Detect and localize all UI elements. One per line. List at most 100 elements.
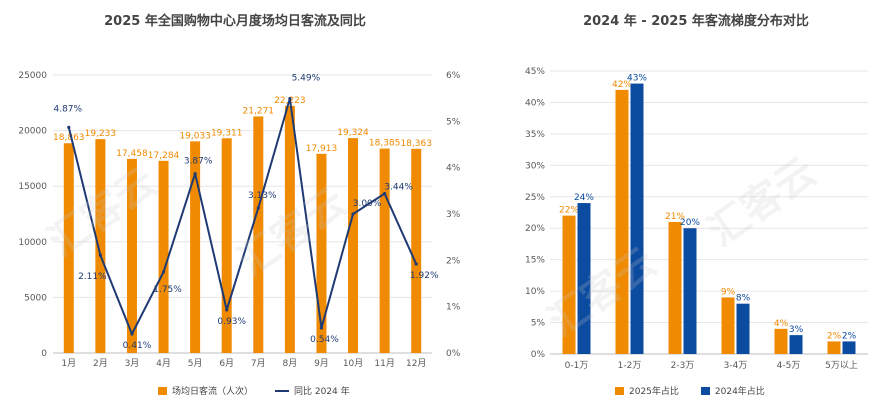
- bar-label-2024: 43%: [627, 74, 647, 84]
- x-tick: 8月: [283, 358, 298, 369]
- x-tick: 5万以上: [825, 360, 858, 371]
- y-tick: 0%: [531, 350, 546, 360]
- yoy-line: [67, 97, 418, 336]
- bar-label: 18,363: [400, 139, 432, 149]
- yoy-point: [288, 97, 292, 101]
- y-tick: 20%: [525, 224, 545, 234]
- bar-label: 17,458: [116, 149, 148, 159]
- bar: [316, 153, 327, 353]
- bar-label-2025: 2%: [827, 331, 842, 341]
- bar-label: 19,311: [211, 128, 243, 138]
- x-tick: 10月: [343, 358, 363, 369]
- bar-label: 18,863: [53, 133, 85, 143]
- right-chart: 2024 年 - 2025 年客流梯度分布对比 0% 5% 10% 15% 20% 25%…: [500, 0, 892, 415]
- bar: [95, 139, 106, 353]
- x-tick: 3-4万: [724, 361, 748, 371]
- x-tick: 12月: [406, 358, 426, 369]
- bar: [158, 160, 169, 353]
- y-tick-right: 1%: [446, 303, 461, 313]
- yoy-point: [98, 253, 102, 257]
- bar: [126, 158, 137, 353]
- yoy-point: [414, 262, 418, 266]
- x-tick: 7月: [251, 358, 266, 369]
- bar-label: 19,324: [337, 128, 369, 138]
- bar: [348, 138, 359, 353]
- x-tick: 11月: [374, 358, 394, 369]
- right-chart-title: 2024 年 - 2025 年客流梯度分布对比: [583, 14, 809, 29]
- bar: [63, 143, 74, 353]
- bar: [253, 116, 264, 353]
- legend-swatch-2024: [700, 386, 710, 395]
- yoy-label: 3.44%: [384, 183, 413, 193]
- x-tick: 2-3万: [671, 361, 695, 371]
- left-chart-title: 2025 年全国购物中心月度场均日客流及同比: [104, 14, 366, 29]
- x-tick: 4-5万: [777, 361, 801, 371]
- bar-label: 17,284: [148, 151, 180, 161]
- bar-2024: [630, 83, 644, 355]
- left-chart: 2025 年全国购物中心月度场均日客流及同比 0 5000 10000 15000 20…: [18, 14, 461, 397]
- y-tick-left: 25000: [18, 71, 47, 81]
- bar-label-2025: 42%: [612, 80, 632, 90]
- yoy-point: [193, 172, 197, 176]
- bar-label-2025: 4%: [774, 319, 789, 329]
- legend-swatch-traffic: [158, 386, 167, 395]
- bar-2025: [615, 89, 629, 354]
- yoy-point: [256, 206, 260, 210]
- bar: [221, 138, 232, 353]
- y-tick: 5%: [531, 319, 546, 329]
- legend-item-traffic: 场均日客流（人次）: [158, 384, 253, 397]
- x-tick: 1月: [61, 358, 76, 369]
- yoy-label: 3.00%: [353, 199, 382, 209]
- y-tick-left: 20000: [18, 127, 47, 137]
- yoy-label: 0.54%: [310, 335, 339, 345]
- y-tick-right: 6%: [446, 71, 461, 81]
- x-tick: 4月: [156, 358, 171, 369]
- yoy-point: [383, 192, 387, 196]
- bar-2025: [721, 297, 735, 354]
- x-tick: 2月: [93, 358, 108, 369]
- x-tick: 9月: [314, 358, 329, 369]
- yoy-label: 0.41%: [123, 341, 152, 351]
- bar: [379, 148, 390, 353]
- y-tick-left: 15000: [18, 182, 47, 192]
- bar-label-2024: 20%: [680, 218, 700, 228]
- bar-2025: [827, 341, 841, 354]
- yoy-point: [161, 270, 166, 274]
- bar-2024: [736, 303, 750, 354]
- bar-label: 19,233: [85, 129, 117, 139]
- yoy-label: 5.49%: [292, 74, 321, 84]
- bar-2024: [842, 341, 856, 354]
- yoy-label: 4.87%: [53, 104, 82, 114]
- legend-swatch-yoy: [275, 389, 290, 392]
- y-tick-left: 0: [41, 349, 47, 359]
- legend-item-2025: 2025年占比: [615, 384, 679, 397]
- bar-label-2024: 2%: [842, 331, 857, 341]
- y-tick-right: 5%: [446, 117, 461, 127]
- bar: [284, 105, 295, 353]
- bar: [411, 148, 422, 353]
- yoy-label: 2.11%: [78, 272, 107, 282]
- right-chart-plot: 0% 5% 10% 15% 20% 25% 30% 35% 40% 45% 22% 24% 0-1万 42…: [525, 67, 868, 371]
- bar-2025: [562, 215, 576, 354]
- yoy-point: [130, 332, 134, 336]
- legend-label-traffic: 场均日客流（人次）: [172, 387, 254, 397]
- bar-label: 17,913: [306, 144, 338, 154]
- bar-label: 19,033: [179, 131, 211, 141]
- legend-item-yoy: 同比 2024 年: [275, 384, 350, 397]
- bar-label-2024: 3%: [789, 325, 804, 335]
- x-tick: 5月: [188, 358, 203, 369]
- bar-label-2025: 21%: [665, 212, 685, 222]
- x-tick: 3月: [125, 358, 140, 369]
- bar-label-2024: 8%: [736, 294, 751, 304]
- bar: [190, 141, 201, 353]
- x-tick: 6月: [219, 358, 234, 369]
- y-tick-right: 4%: [446, 164, 461, 174]
- bar-2024: [789, 335, 803, 354]
- y-tick: 10%: [525, 287, 545, 297]
- bar-2025: [668, 221, 682, 354]
- legend-swatch-2025: [615, 386, 624, 395]
- bar-label: 18,385: [369, 139, 401, 149]
- x-tick: 1-2万: [618, 361, 642, 371]
- bar-2024: [577, 203, 591, 354]
- y-tick-right: 3%: [446, 210, 461, 220]
